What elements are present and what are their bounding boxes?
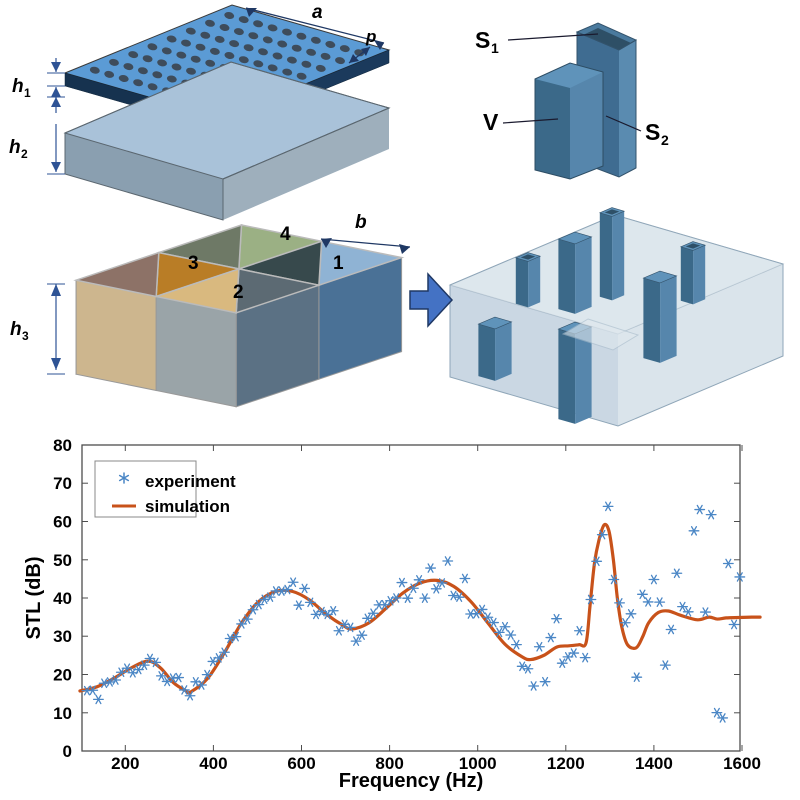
svg-text:3: 3 xyxy=(188,253,199,274)
svg-text:2: 2 xyxy=(661,132,669,148)
svg-text:a: a xyxy=(312,2,323,23)
svg-text:1: 1 xyxy=(491,40,499,56)
svg-text:20: 20 xyxy=(53,666,72,685)
svg-text:600: 600 xyxy=(287,754,315,773)
svg-text:70: 70 xyxy=(53,474,72,493)
svg-text:2: 2 xyxy=(21,147,28,161)
svg-text:50: 50 xyxy=(53,551,72,570)
svg-text:1400: 1400 xyxy=(635,754,673,773)
svg-text:60: 60 xyxy=(53,513,72,532)
svg-text:h: h xyxy=(10,319,22,340)
svg-text:simulation: simulation xyxy=(145,497,230,516)
svg-text:0: 0 xyxy=(63,742,72,761)
svg-text:STL (dB): STL (dB) xyxy=(23,557,45,640)
svg-text:h: h xyxy=(12,76,24,97)
svg-text:10: 10 xyxy=(53,704,72,723)
svg-text:400: 400 xyxy=(199,754,227,773)
svg-text:4: 4 xyxy=(280,224,291,245)
svg-text:Frequency (Hz): Frequency (Hz) xyxy=(339,770,483,792)
svg-text:80: 80 xyxy=(53,436,72,455)
svg-text:p: p xyxy=(365,27,376,46)
svg-text:200: 200 xyxy=(111,754,139,773)
svg-text:h: h xyxy=(9,137,21,158)
svg-text:40: 40 xyxy=(53,589,72,608)
svg-text:S: S xyxy=(645,119,660,145)
svg-text:1200: 1200 xyxy=(547,754,585,773)
svg-text:2: 2 xyxy=(233,282,244,303)
svg-text:1: 1 xyxy=(24,86,31,100)
svg-text:S: S xyxy=(475,27,490,53)
svg-text:1600: 1600 xyxy=(723,754,761,773)
svg-text:V: V xyxy=(483,109,499,135)
svg-text:30: 30 xyxy=(53,627,72,646)
svg-text:experiment: experiment xyxy=(145,472,236,491)
svg-text:b: b xyxy=(355,212,367,233)
svg-text:1: 1 xyxy=(333,253,344,274)
svg-text:3: 3 xyxy=(22,329,29,343)
